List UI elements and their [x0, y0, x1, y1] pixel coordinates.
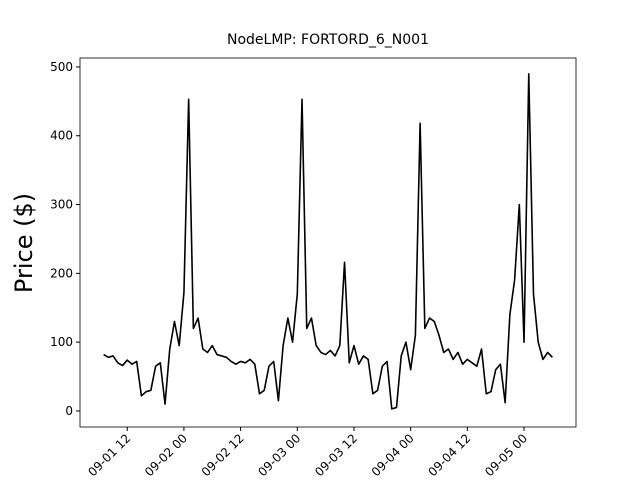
- y-tick-label: 0: [65, 404, 73, 418]
- x-tick-label: 09-03 00: [255, 431, 303, 479]
- x-tick-label: 09-04 00: [369, 431, 417, 479]
- x-tick-label: 09-02 12: [199, 431, 247, 479]
- y-tick-label: 500: [50, 60, 73, 74]
- data-line: [103, 73, 553, 410]
- x-tick-label: 09-05 00: [482, 431, 530, 479]
- y-tick-label: 100: [50, 335, 73, 349]
- y-axis-label: Price ($): [10, 193, 38, 293]
- x-tick-label: 09-04 12: [425, 431, 473, 479]
- chart-title: NodeLMP: FORTORD_6_N001: [227, 32, 429, 48]
- plot-frame: [79, 57, 577, 428]
- x-tick-label: 09-03 12: [312, 431, 360, 479]
- y-tick-label: 300: [50, 198, 73, 212]
- x-tick-label: 09-02 00: [142, 431, 190, 479]
- x-tick-label: 09-01 12: [85, 431, 133, 479]
- y-tick-label: 400: [50, 129, 73, 143]
- y-tick-label: 200: [50, 266, 73, 280]
